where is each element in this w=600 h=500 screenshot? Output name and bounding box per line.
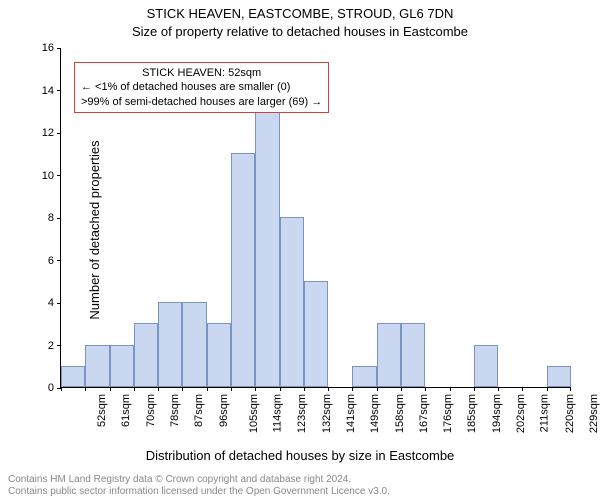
annotation-box: STICK HEAVEN: 52sqm ← <1% of detached ho… bbox=[74, 62, 329, 113]
histogram-bar bbox=[207, 323, 231, 387]
y-tick-label: 0 bbox=[48, 382, 54, 394]
footer-line-2: Contains public sector information licen… bbox=[8, 486, 390, 498]
y-tick-mark bbox=[57, 260, 61, 261]
histogram-bar bbox=[377, 323, 401, 387]
histogram-bar bbox=[85, 345, 109, 388]
histogram-bar bbox=[255, 111, 279, 387]
annotation-line-3: >99% of semi-detached houses are larger … bbox=[81, 95, 322, 109]
x-tick-mark bbox=[401, 387, 402, 391]
y-tick-label: 16 bbox=[42, 42, 54, 54]
x-tick-mark bbox=[85, 387, 86, 391]
x-tick-mark bbox=[425, 387, 426, 391]
x-tick-label: 141sqm bbox=[345, 394, 357, 433]
histogram-bar bbox=[280, 217, 304, 387]
annotation-line-2: ← <1% of detached houses are smaller (0) bbox=[81, 80, 322, 94]
y-tick-mark bbox=[57, 218, 61, 219]
histogram-bar bbox=[110, 345, 134, 388]
x-tick-mark bbox=[61, 387, 62, 391]
footer-line-1: Contains HM Land Registry data © Crown c… bbox=[8, 474, 390, 486]
y-tick-label: 10 bbox=[42, 170, 54, 182]
x-tick-mark bbox=[304, 387, 305, 391]
histogram-bar bbox=[158, 302, 182, 387]
x-tick-mark bbox=[110, 387, 111, 391]
x-axis-label: Distribution of detached houses by size … bbox=[0, 448, 600, 463]
y-tick-label: 6 bbox=[48, 255, 54, 267]
x-tick-mark bbox=[377, 387, 378, 391]
chart-container: STICK HEAVEN, EASTCOMBE, STROUD, GL6 7DN… bbox=[0, 0, 600, 500]
histogram-bar bbox=[231, 153, 255, 387]
histogram-bar bbox=[304, 281, 328, 387]
histogram-bar bbox=[401, 323, 425, 387]
x-tick-mark bbox=[280, 387, 281, 391]
x-tick-label: 149sqm bbox=[369, 394, 381, 433]
y-tick-label: 8 bbox=[48, 212, 54, 224]
x-tick-label: 52sqm bbox=[96, 394, 108, 427]
x-tick-label: 105sqm bbox=[248, 394, 260, 433]
histogram-bar bbox=[134, 323, 158, 387]
y-tick-mark bbox=[57, 175, 61, 176]
y-tick-mark bbox=[57, 345, 61, 346]
x-tick-mark bbox=[207, 387, 208, 391]
y-tick-label: 12 bbox=[42, 127, 54, 139]
y-tick-label: 4 bbox=[48, 297, 54, 309]
x-tick-mark bbox=[474, 387, 475, 391]
y-tick-mark bbox=[57, 133, 61, 134]
x-tick-label: 114sqm bbox=[271, 394, 283, 432]
histogram-bar bbox=[61, 366, 85, 387]
x-tick-label: 61sqm bbox=[120, 394, 132, 427]
x-tick-label: 194sqm bbox=[491, 394, 503, 433]
x-tick-mark bbox=[255, 387, 256, 391]
chart-title: Size of property relative to detached ho… bbox=[0, 24, 600, 39]
x-tick-mark bbox=[134, 387, 135, 391]
chart-supertitle: STICK HEAVEN, EASTCOMBE, STROUD, GL6 7DN bbox=[0, 6, 600, 21]
footer-attribution: Contains HM Land Registry data © Crown c… bbox=[8, 474, 390, 498]
x-tick-label: 96sqm bbox=[218, 394, 230, 427]
x-tick-mark bbox=[547, 387, 548, 391]
x-tick-label: 211sqm bbox=[539, 394, 551, 432]
x-tick-label: 202sqm bbox=[515, 394, 527, 433]
x-tick-mark bbox=[231, 387, 232, 391]
x-tick-label: 185sqm bbox=[467, 394, 479, 433]
histogram-bar bbox=[474, 345, 498, 388]
x-tick-label: 158sqm bbox=[394, 394, 406, 433]
histogram-bar bbox=[182, 302, 206, 387]
x-tick-mark bbox=[450, 387, 451, 391]
x-tick-label: 167sqm bbox=[418, 394, 430, 433]
histogram-bar bbox=[547, 366, 571, 387]
x-tick-label: 132sqm bbox=[321, 394, 333, 433]
x-tick-label: 123sqm bbox=[297, 394, 309, 433]
x-tick-mark bbox=[498, 387, 499, 391]
histogram-bar bbox=[352, 366, 376, 387]
x-tick-mark bbox=[352, 387, 353, 391]
x-tick-label: 229sqm bbox=[588, 394, 600, 433]
x-tick-label: 70sqm bbox=[145, 394, 157, 427]
annotation-line-1: STICK HEAVEN: 52sqm bbox=[81, 66, 322, 80]
x-tick-label: 176sqm bbox=[442, 394, 454, 433]
y-tick-mark bbox=[57, 90, 61, 91]
y-tick-mark bbox=[57, 303, 61, 304]
x-tick-mark bbox=[570, 387, 571, 391]
x-tick-label: 87sqm bbox=[193, 394, 205, 427]
y-tick-mark bbox=[57, 48, 61, 49]
x-tick-mark bbox=[328, 387, 329, 391]
x-tick-mark bbox=[158, 387, 159, 391]
y-tick-label: 14 bbox=[42, 85, 54, 97]
x-tick-label: 78sqm bbox=[169, 394, 181, 427]
y-tick-label: 2 bbox=[48, 340, 54, 352]
x-tick-mark bbox=[522, 387, 523, 391]
x-tick-mark bbox=[182, 387, 183, 391]
x-tick-label: 220sqm bbox=[564, 394, 576, 433]
